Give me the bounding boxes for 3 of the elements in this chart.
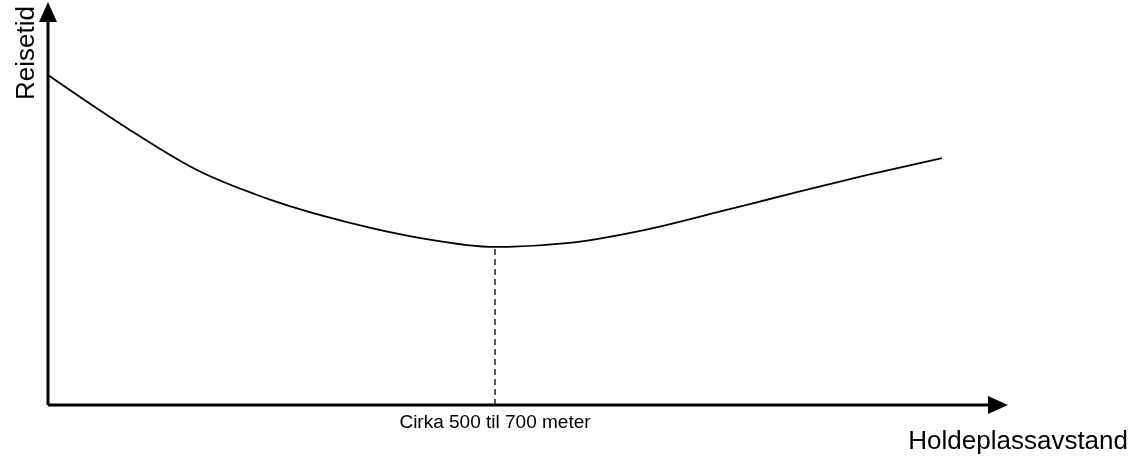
x-axis-title: Holdeplassavstand	[908, 425, 1128, 455]
text: Cirka 500 til 700 meter	[399, 411, 592, 432]
y-axis-title: Reisetid	[10, 6, 40, 100]
